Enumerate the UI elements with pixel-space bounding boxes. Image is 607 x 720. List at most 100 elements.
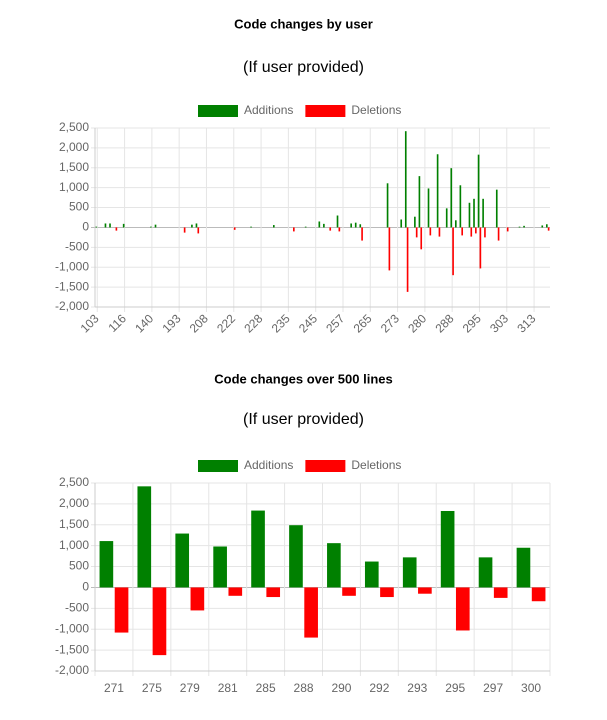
bar bbox=[414, 216, 416, 228]
y-tick-label: -2,000 bbox=[55, 663, 89, 677]
y-tick-label: -1,000 bbox=[55, 621, 89, 635]
x-tick-label: 292 bbox=[369, 681, 389, 695]
bar bbox=[350, 223, 352, 228]
bar bbox=[429, 227, 432, 236]
legend-label: Additions bbox=[244, 458, 293, 472]
bar bbox=[190, 587, 205, 611]
bar bbox=[478, 557, 493, 588]
x-tick-label: 281 bbox=[218, 681, 238, 695]
legend-swatch bbox=[198, 460, 238, 472]
bar bbox=[213, 546, 227, 588]
x-tick-label: 290 bbox=[331, 681, 351, 695]
x-tick-label: 295 bbox=[460, 311, 484, 335]
chart-subtitle: (If user provided) bbox=[243, 59, 364, 76]
bar bbox=[336, 215, 339, 228]
legend-swatch bbox=[305, 105, 346, 117]
bar bbox=[518, 226, 521, 228]
bar bbox=[197, 227, 200, 234]
bar bbox=[438, 227, 441, 237]
bar bbox=[338, 227, 341, 232]
bar bbox=[388, 227, 391, 271]
bar bbox=[523, 225, 525, 228]
x-tick-label: 300 bbox=[521, 681, 541, 695]
bar bbox=[531, 587, 546, 602]
legend-label: Deletions bbox=[351, 103, 401, 117]
bar bbox=[228, 587, 243, 596]
x-tick-label: 245 bbox=[296, 311, 320, 335]
x-tick-label: 295 bbox=[445, 681, 465, 695]
y-tick-label: 2,500 bbox=[59, 120, 89, 134]
bar bbox=[304, 587, 318, 638]
bar bbox=[304, 226, 307, 228]
bar bbox=[272, 225, 275, 228]
bar bbox=[175, 533, 190, 588]
chart-subtitle: (If user provided) bbox=[243, 411, 364, 428]
bar bbox=[473, 198, 475, 228]
bar bbox=[250, 226, 252, 228]
legend-swatch bbox=[305, 460, 346, 472]
bar bbox=[114, 587, 129, 633]
bar bbox=[482, 198, 484, 228]
y-tick-label: -2,000 bbox=[55, 299, 89, 313]
bar bbox=[327, 543, 341, 588]
x-tick-label: 103 bbox=[78, 311, 102, 335]
x-tick-label: 271 bbox=[104, 681, 124, 695]
bar bbox=[251, 510, 265, 588]
bar bbox=[506, 227, 509, 232]
bar bbox=[361, 227, 363, 241]
bar bbox=[323, 223, 325, 228]
x-tick-label: 193 bbox=[159, 311, 183, 335]
x-tick-label: 222 bbox=[214, 311, 238, 335]
chart-title: Code changes over 500 lines bbox=[214, 371, 392, 386]
bar bbox=[342, 587, 356, 596]
x-tick-label: 279 bbox=[180, 681, 200, 695]
y-tick-label: 500 bbox=[69, 200, 89, 214]
bar bbox=[497, 227, 500, 241]
bar bbox=[484, 227, 486, 238]
bar bbox=[122, 223, 125, 228]
bar bbox=[266, 587, 281, 598]
bar bbox=[318, 221, 321, 228]
bar bbox=[402, 557, 417, 588]
y-tick-label: 500 bbox=[69, 559, 89, 573]
bar bbox=[195, 223, 198, 228]
bar bbox=[95, 226, 98, 228]
y-tick-label: 1,500 bbox=[59, 517, 89, 531]
bar bbox=[183, 227, 186, 233]
x-tick-label: 297 bbox=[483, 681, 503, 695]
y-tick-label: -1,500 bbox=[55, 279, 89, 293]
x-tick-label: 280 bbox=[405, 311, 429, 335]
bar bbox=[461, 227, 464, 236]
bar bbox=[289, 525, 303, 588]
legend-label: Additions bbox=[244, 103, 293, 117]
x-tick-label: 273 bbox=[378, 311, 402, 335]
legend-swatch bbox=[198, 105, 238, 117]
bar bbox=[479, 227, 482, 269]
x-tick-label: 285 bbox=[256, 681, 276, 695]
x-tick-label: 275 bbox=[142, 681, 162, 695]
y-tick-label: 0 bbox=[82, 580, 89, 594]
bar bbox=[400, 219, 403, 228]
bar bbox=[547, 227, 550, 231]
bar bbox=[420, 227, 423, 250]
bar bbox=[418, 587, 432, 594]
x-tick-label: 293 bbox=[407, 681, 427, 695]
y-tick-label: -1,500 bbox=[55, 642, 89, 656]
bar bbox=[152, 587, 167, 656]
bar bbox=[427, 188, 430, 228]
bar bbox=[452, 227, 454, 276]
y-tick-label: 2,500 bbox=[59, 475, 89, 489]
x-tick-label: 288 bbox=[432, 311, 456, 335]
y-tick-label: 2,000 bbox=[59, 496, 89, 510]
x-tick-label: 140 bbox=[132, 311, 156, 335]
y-tick-label: -500 bbox=[65, 240, 89, 254]
bar bbox=[493, 587, 508, 598]
x-tick-label: 228 bbox=[241, 311, 265, 335]
x-tick-label: 116 bbox=[106, 311, 130, 335]
bar bbox=[541, 225, 544, 228]
bar bbox=[329, 227, 332, 231]
bar bbox=[137, 486, 152, 588]
bar bbox=[104, 223, 107, 228]
y-tick-label: 1,000 bbox=[59, 180, 89, 194]
